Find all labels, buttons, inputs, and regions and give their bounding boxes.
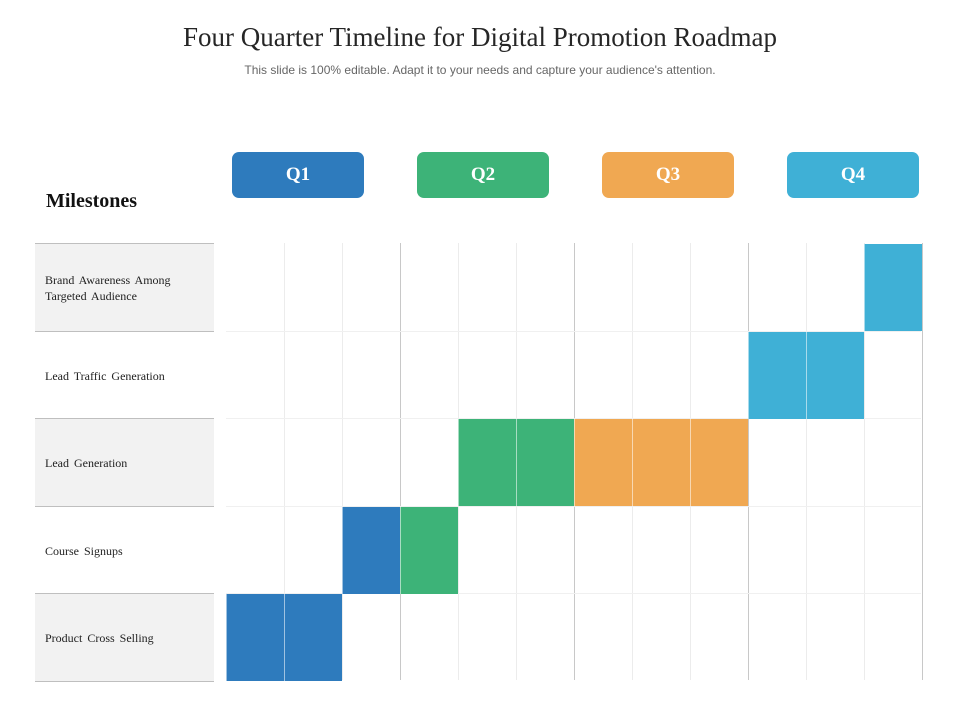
quarter-label-q1: Q1 [232, 152, 364, 198]
grid-row-line [226, 593, 921, 594]
milestone-label-text: Product Cross Selling [45, 630, 154, 645]
grid-column-line [400, 243, 401, 680]
timeline-bar-segment [864, 244, 922, 331]
grid-column-line [806, 243, 807, 680]
slide-subtitle: This slide is 100% editable. Adapt it to… [244, 63, 716, 77]
timeline-bar-segment [748, 332, 806, 419]
grid-column-line [342, 243, 343, 680]
timeline-bar-segment [806, 332, 864, 419]
grid-column-line [922, 243, 923, 680]
timeline-bar-segment [458, 419, 516, 506]
grid-column-line [748, 243, 749, 680]
slide-title: Four Quarter Timeline for Digital Promot… [183, 22, 777, 52]
milestone-label-text: Lead Traffic Generation [45, 368, 165, 383]
quarter-label-q3: Q3 [602, 152, 734, 198]
milestone-label: Course Signups [35, 507, 214, 594]
timeline-bar-segment [574, 419, 632, 506]
milestone-label-text: Lead Generation [45, 455, 128, 470]
milestone-divider [35, 331, 214, 332]
milestone-label: Lead Generation [35, 419, 214, 506]
timeline-bar-segment [284, 594, 342, 681]
milestone-label: Lead Traffic Generation [35, 332, 214, 419]
timeline-bar-segment [400, 507, 458, 594]
milestone-divider [35, 243, 214, 244]
grid-row-line [226, 418, 921, 419]
quarter-label-q2: Q2 [417, 152, 549, 198]
milestone-label-text: Course Signups [45, 543, 123, 558]
milestone-label: Brand Awareness Among Targeted Audience [35, 244, 214, 331]
timeline-bar-segment [632, 419, 690, 506]
milestone-label: Product Cross Selling [35, 594, 214, 681]
grid-column-line [864, 243, 865, 680]
milestone-divider [35, 681, 214, 682]
milestone-divider [35, 593, 214, 594]
quarter-label-q4: Q4 [787, 152, 919, 198]
timeline-bar-segment [690, 419, 748, 506]
milestones-heading: Milestones [46, 190, 138, 212]
timeline-bar-segment [516, 419, 574, 506]
timeline-bar-segment [226, 594, 284, 681]
timeline-bar-segment [342, 507, 400, 594]
grid-column-line [284, 243, 285, 680]
grid-row-line [226, 506, 921, 507]
grid-row-line [226, 331, 921, 332]
milestone-divider [35, 506, 214, 507]
milestone-label-text: Brand Awareness Among Targeted Audience [45, 272, 171, 303]
milestone-divider [35, 418, 214, 419]
